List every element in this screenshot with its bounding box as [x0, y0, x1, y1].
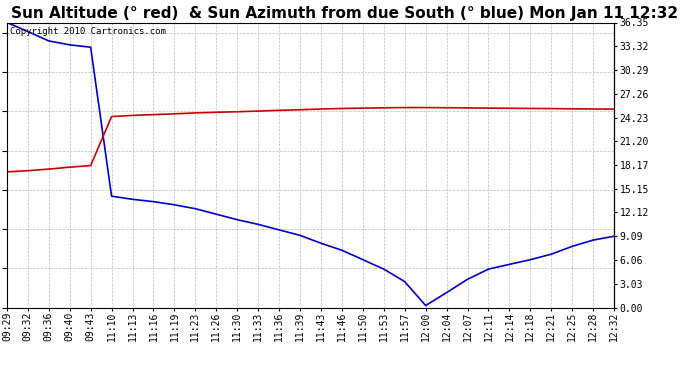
Text: Copyright 2010 Cartronics.com: Copyright 2010 Cartronics.com	[10, 27, 166, 36]
Text: Sun Altitude (° red)  & Sun Azimuth from due South (° blue) Mon Jan 11 12:32: Sun Altitude (° red) & Sun Azimuth from …	[12, 6, 678, 21]
